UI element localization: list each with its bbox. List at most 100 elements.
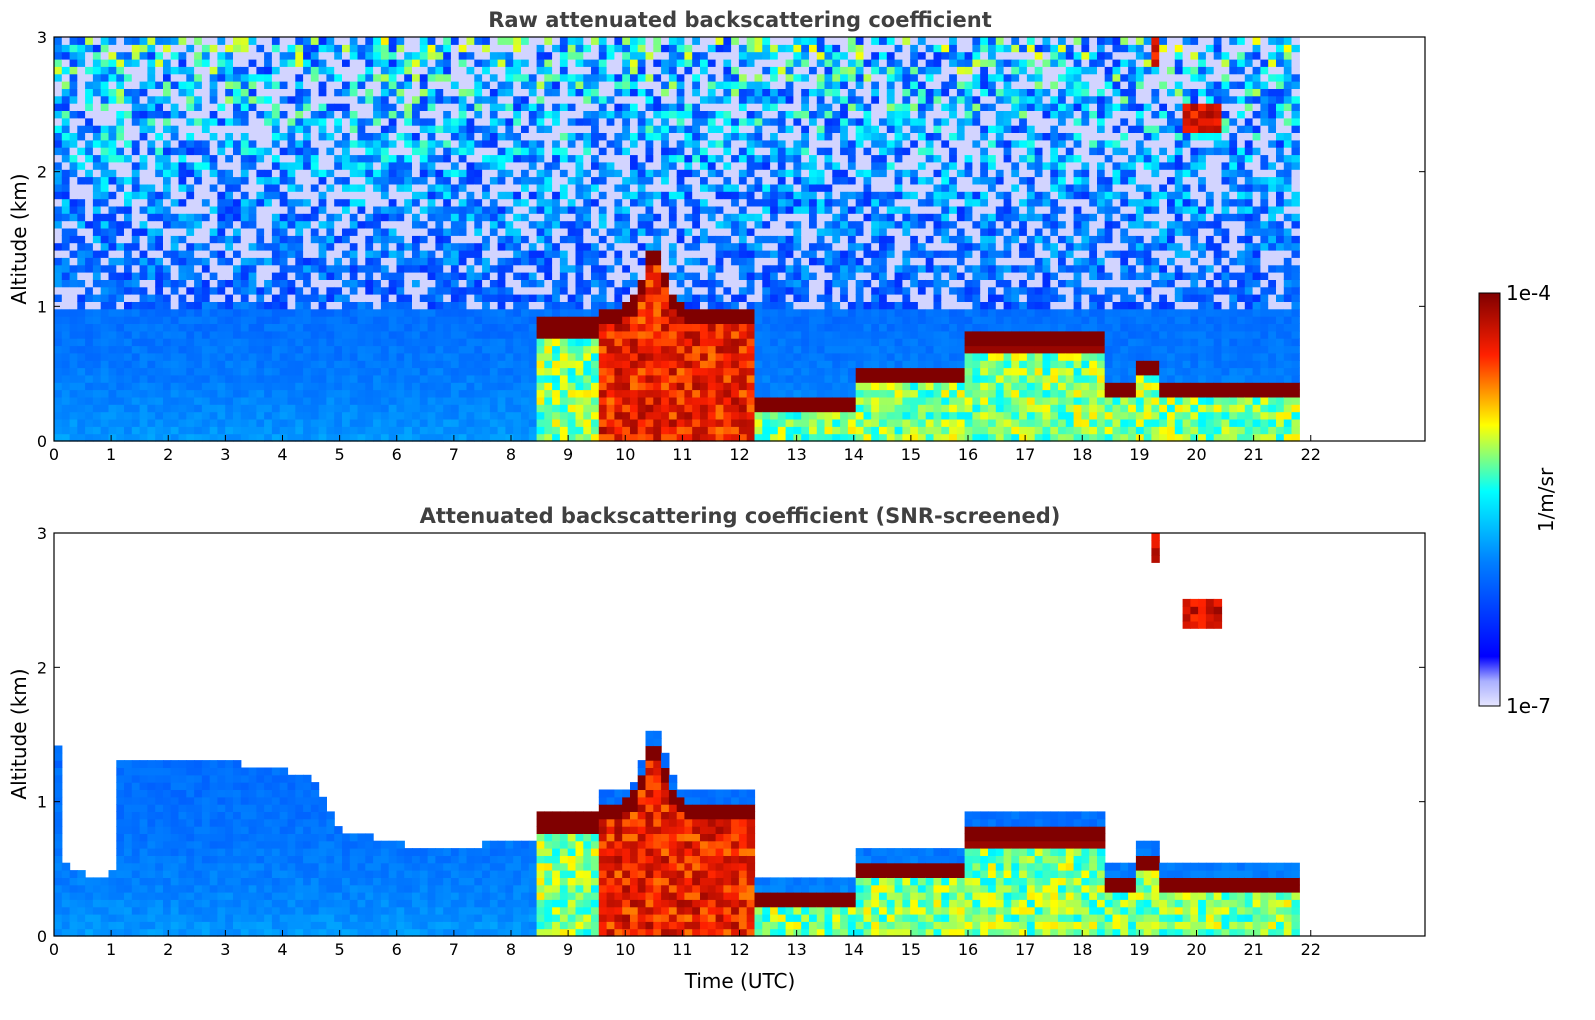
heatmap-cell [598, 345, 608, 354]
heatmap-cell [334, 338, 343, 347]
heatmap-cell [365, 338, 374, 347]
heatmap-cell [474, 404, 483, 413]
heatmap-cell [108, 323, 117, 332]
heatmap-cell [419, 125, 429, 133]
heatmap-cell [108, 139, 117, 148]
heatmap-cell [676, 191, 686, 200]
heatmap-cell [287, 426, 296, 435]
heatmap-cell [186, 95, 195, 104]
heatmap-cell [536, 125, 545, 133]
heatmap-cell [155, 125, 164, 133]
heatmap-cell [746, 272, 756, 280]
heatmap-cell [279, 147, 289, 156]
heatmap-cell [450, 308, 460, 317]
heatmap-cell [131, 228, 141, 236]
heatmap-cell [318, 103, 327, 111]
heatmap-cell [676, 382, 686, 391]
heatmap-cell [373, 389, 382, 398]
heatmap-cell [419, 272, 429, 280]
heatmap-cell [482, 132, 491, 141]
heatmap-cell [155, 95, 164, 104]
heatmap-cell [458, 132, 468, 141]
heatmap-cell [552, 345, 561, 354]
heatmap-cell [661, 426, 670, 435]
heatmap-cell [326, 213, 335, 222]
heatmap-cell [326, 205, 335, 214]
heatmap-cell [396, 66, 405, 75]
heatmap-cell [201, 154, 211, 163]
heatmap-cell [731, 396, 740, 405]
heatmap-cell [108, 191, 117, 200]
heatmap-cell [147, 44, 156, 53]
heatmap-cell [163, 242, 172, 251]
heatmap-cell [326, 264, 335, 273]
heatmap-cell [209, 220, 219, 229]
heatmap-cell [194, 352, 203, 361]
heatmap-cell [217, 103, 226, 111]
heatmap-cell [458, 374, 468, 383]
heatmap-cell [536, 352, 545, 361]
heatmap-cell [559, 419, 569, 427]
heatmap-cell [450, 250, 460, 258]
heatmap-cell [754, 213, 763, 222]
heatmap-cell [458, 81, 468, 89]
heatmap-cell [240, 272, 250, 280]
heatmap-cell [256, 191, 265, 200]
heatmap-cell [131, 338, 141, 347]
heatmap-cell [178, 242, 187, 251]
heatmap-cell [131, 73, 141, 82]
heatmap-cell [575, 382, 584, 391]
heatmap-cell [606, 301, 615, 310]
heatmap-cell [201, 59, 211, 67]
heatmap-cell [419, 147, 429, 156]
heatmap-cell [497, 272, 506, 280]
heatmap-cell [225, 352, 234, 361]
heatmap-cell [271, 161, 281, 170]
heatmap-cell [746, 382, 756, 391]
heatmap-cell [201, 95, 211, 104]
heatmap-cell [139, 132, 148, 141]
heatmap-cell [186, 205, 195, 214]
heatmap-cell [645, 205, 654, 214]
heatmap-cell [435, 404, 444, 413]
heatmap-cell [521, 73, 530, 82]
heatmap-cell [700, 176, 709, 185]
heatmap-cell [513, 308, 522, 317]
heatmap-cell [240, 117, 250, 126]
heatmap-cell [163, 338, 172, 347]
heatmap-cell [69, 294, 78, 302]
heatmap-cell [583, 360, 592, 369]
heatmap-cell [489, 147, 499, 156]
heatmap-cell [583, 279, 592, 288]
heatmap-cell [147, 95, 156, 104]
heatmap-cell [170, 330, 180, 339]
heatmap-cell [61, 161, 71, 170]
heatmap-cell [482, 250, 491, 258]
heatmap-cell [700, 73, 709, 82]
heatmap-cell [746, 95, 756, 104]
heatmap-cell [435, 132, 444, 141]
heatmap-cell [139, 220, 148, 229]
heatmap-cell [528, 169, 538, 178]
heatmap-cell [295, 81, 304, 89]
heatmap-cell [536, 382, 545, 391]
heatmap-cell [233, 316, 242, 324]
heatmap-cell [575, 352, 584, 361]
heatmap-cell [163, 183, 172, 192]
heatmap-cell [279, 382, 289, 391]
heatmap-cell [559, 242, 569, 251]
heatmap-cell [225, 257, 234, 266]
heatmap-cell [217, 419, 226, 427]
heatmap-cell [676, 139, 686, 148]
heatmap-cell [404, 117, 413, 126]
heatmap-cell [412, 44, 421, 53]
heatmap-cell [217, 73, 226, 82]
heatmap-cell [310, 396, 320, 405]
heatmap-cell [163, 198, 172, 207]
heatmap-cell [497, 176, 506, 185]
heatmap-cell [349, 205, 359, 214]
heatmap-cell [194, 37, 203, 45]
heatmap-cell [170, 183, 180, 192]
heatmap-cell [536, 345, 545, 354]
heatmap-cell [61, 411, 71, 420]
